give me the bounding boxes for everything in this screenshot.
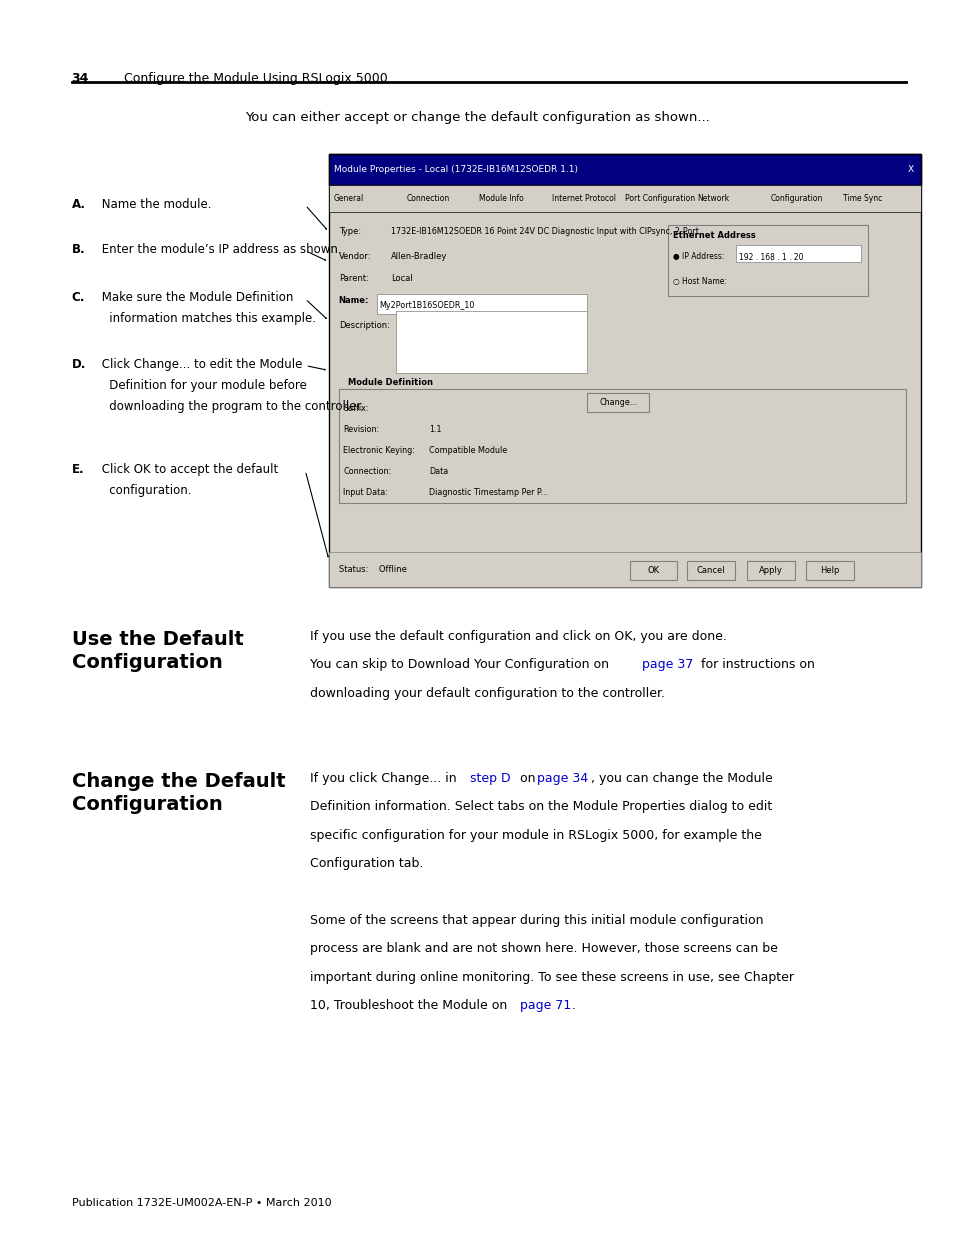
FancyBboxPatch shape [395,311,586,373]
Text: Type:: Type: [338,227,360,236]
Text: Help: Help [820,566,839,576]
Text: Configuration tab.: Configuration tab. [310,857,423,871]
Text: 1.1: 1.1 [429,425,441,433]
Text: Revision:: Revision: [343,425,379,433]
FancyBboxPatch shape [329,552,920,587]
Text: My2Port1B16SOEDR_10: My2Port1B16SOEDR_10 [379,300,475,310]
FancyBboxPatch shape [805,561,853,580]
Text: process are blank and are not shown here. However, those screens can be: process are blank and are not shown here… [310,942,777,956]
Text: If you click Change... in: If you click Change... in [310,772,460,785]
Text: downloading the program to the controller.: downloading the program to the controlle… [98,400,364,414]
Text: ● IP Address:: ● IP Address: [672,252,723,261]
Text: information matches this example.: information matches this example. [98,312,316,326]
Text: Enter the module’s IP address as shown.: Enter the module’s IP address as shown. [98,243,341,257]
Text: Use the Default
Configuration: Use the Default Configuration [71,630,243,672]
Text: Cancel: Cancel [696,566,724,576]
Text: Input Data:: Input Data: [343,488,388,496]
Text: General: General [334,194,364,204]
Text: Definition for your module before: Definition for your module before [98,379,307,393]
Text: Click OK to accept the default: Click OK to accept the default [98,463,278,477]
Text: important during online monitoring. To see these screens in use, see Chapter: important during online monitoring. To s… [310,971,793,984]
Text: for instructions on: for instructions on [697,658,815,672]
FancyBboxPatch shape [338,389,905,503]
Text: ○ Host Name:: ○ Host Name: [672,277,725,285]
FancyBboxPatch shape [329,185,920,212]
Text: You can skip to Download Your Configuration on: You can skip to Download Your Configurat… [310,658,613,672]
Text: Ethernet Address: Ethernet Address [672,231,755,240]
FancyBboxPatch shape [667,225,867,296]
Text: 192 . 168 . 1 . 20: 192 . 168 . 1 . 20 [739,253,803,262]
Text: 10, Troubleshoot the Module on: 10, Troubleshoot the Module on [310,999,511,1013]
Text: Internet Protocol: Internet Protocol [552,194,616,204]
Text: Module Info: Module Info [478,194,523,204]
Text: If you use the default configuration and click on OK, you are done.: If you use the default configuration and… [310,630,726,643]
FancyArrowPatch shape [307,301,326,319]
FancyBboxPatch shape [736,245,860,262]
Text: You can either accept or change the default configuration as shown...: You can either accept or change the defa… [244,111,709,125]
Text: X: X [907,165,913,174]
Text: .: . [571,999,575,1013]
Text: Electronic Keying:: Electronic Keying: [343,446,415,454]
Text: A.: A. [71,198,86,211]
FancyArrowPatch shape [308,252,325,261]
Text: Connection: Connection [406,194,450,204]
FancyBboxPatch shape [329,154,920,587]
Text: Suffix:: Suffix: [343,404,369,412]
Text: Configuration: Configuration [770,194,821,204]
Text: Vendor:: Vendor: [338,252,371,261]
FancyBboxPatch shape [746,561,794,580]
Text: specific configuration for your module in RSLogix 5000, for example the: specific configuration for your module i… [310,829,761,842]
Text: Parent:: Parent: [338,274,368,283]
Text: C.: C. [71,291,85,305]
FancyBboxPatch shape [629,561,677,580]
Text: 34: 34 [71,72,89,85]
Text: Module Properties - Local (1732E-IB16M12SOEDR 1.1): Module Properties - Local (1732E-IB16M12… [334,165,578,174]
Text: page 71: page 71 [519,999,571,1013]
Text: Change the Default
Configuration: Change the Default Configuration [71,772,285,814]
Text: configuration.: configuration. [98,484,192,498]
Text: Time Sync: Time Sync [842,194,882,204]
Text: Status:    Offline: Status: Offline [338,564,406,574]
FancyArrowPatch shape [307,207,326,230]
Text: Module Definition: Module Definition [348,378,433,387]
Text: Name:: Name: [338,296,369,305]
Text: 1732E-IB16M12SOEDR 16 Point 24V DC Diagnostic Input with CIPsync, 2-Port: 1732E-IB16M12SOEDR 16 Point 24V DC Diagn… [391,227,699,236]
Text: step D: step D [470,772,511,785]
Text: on: on [516,772,539,785]
FancyArrowPatch shape [308,366,325,369]
Text: Data: Data [429,467,448,475]
FancyBboxPatch shape [376,294,586,314]
Text: downloading your default configuration to the controller.: downloading your default configuration t… [310,687,664,700]
Text: Allen-Bradley: Allen-Bradley [391,252,447,261]
Text: Change...: Change... [598,398,637,408]
FancyBboxPatch shape [686,561,734,580]
Text: Publication 1732E-UM002A-EN-P • March 2010: Publication 1732E-UM002A-EN-P • March 20… [71,1198,331,1208]
Text: E.: E. [71,463,84,477]
Text: , you can change the Module: , you can change the Module [591,772,773,785]
Text: Name the module.: Name the module. [98,198,212,211]
Text: Network: Network [697,194,729,204]
Text: Connection:: Connection: [343,467,391,475]
Text: page 34: page 34 [537,772,588,785]
Text: Definition information. Select tabs on the Module Properties dialog to edit: Definition information. Select tabs on t… [310,800,772,814]
Text: Click Change... to edit the Module: Click Change... to edit the Module [98,358,302,372]
Text: page 37: page 37 [641,658,693,672]
FancyArrowPatch shape [306,473,328,557]
Text: Some of the screens that appear during this initial module configuration: Some of the screens that appear during t… [310,914,762,927]
Text: Apply: Apply [758,566,782,576]
FancyBboxPatch shape [329,154,920,185]
Text: Local: Local [391,274,413,283]
Text: Compatible Module: Compatible Module [429,446,507,454]
Text: Port Configuration: Port Configuration [624,194,695,204]
Text: Make sure the Module Definition: Make sure the Module Definition [98,291,294,305]
Text: Description:: Description: [338,321,389,330]
Text: Configure the Module Using RSLogix 5000: Configure the Module Using RSLogix 5000 [124,72,387,85]
Text: B.: B. [71,243,85,257]
Text: Diagnostic Timestamp Per P...: Diagnostic Timestamp Per P... [429,488,548,496]
FancyBboxPatch shape [586,393,648,412]
Text: D.: D. [71,358,86,372]
Text: OK: OK [647,566,659,576]
